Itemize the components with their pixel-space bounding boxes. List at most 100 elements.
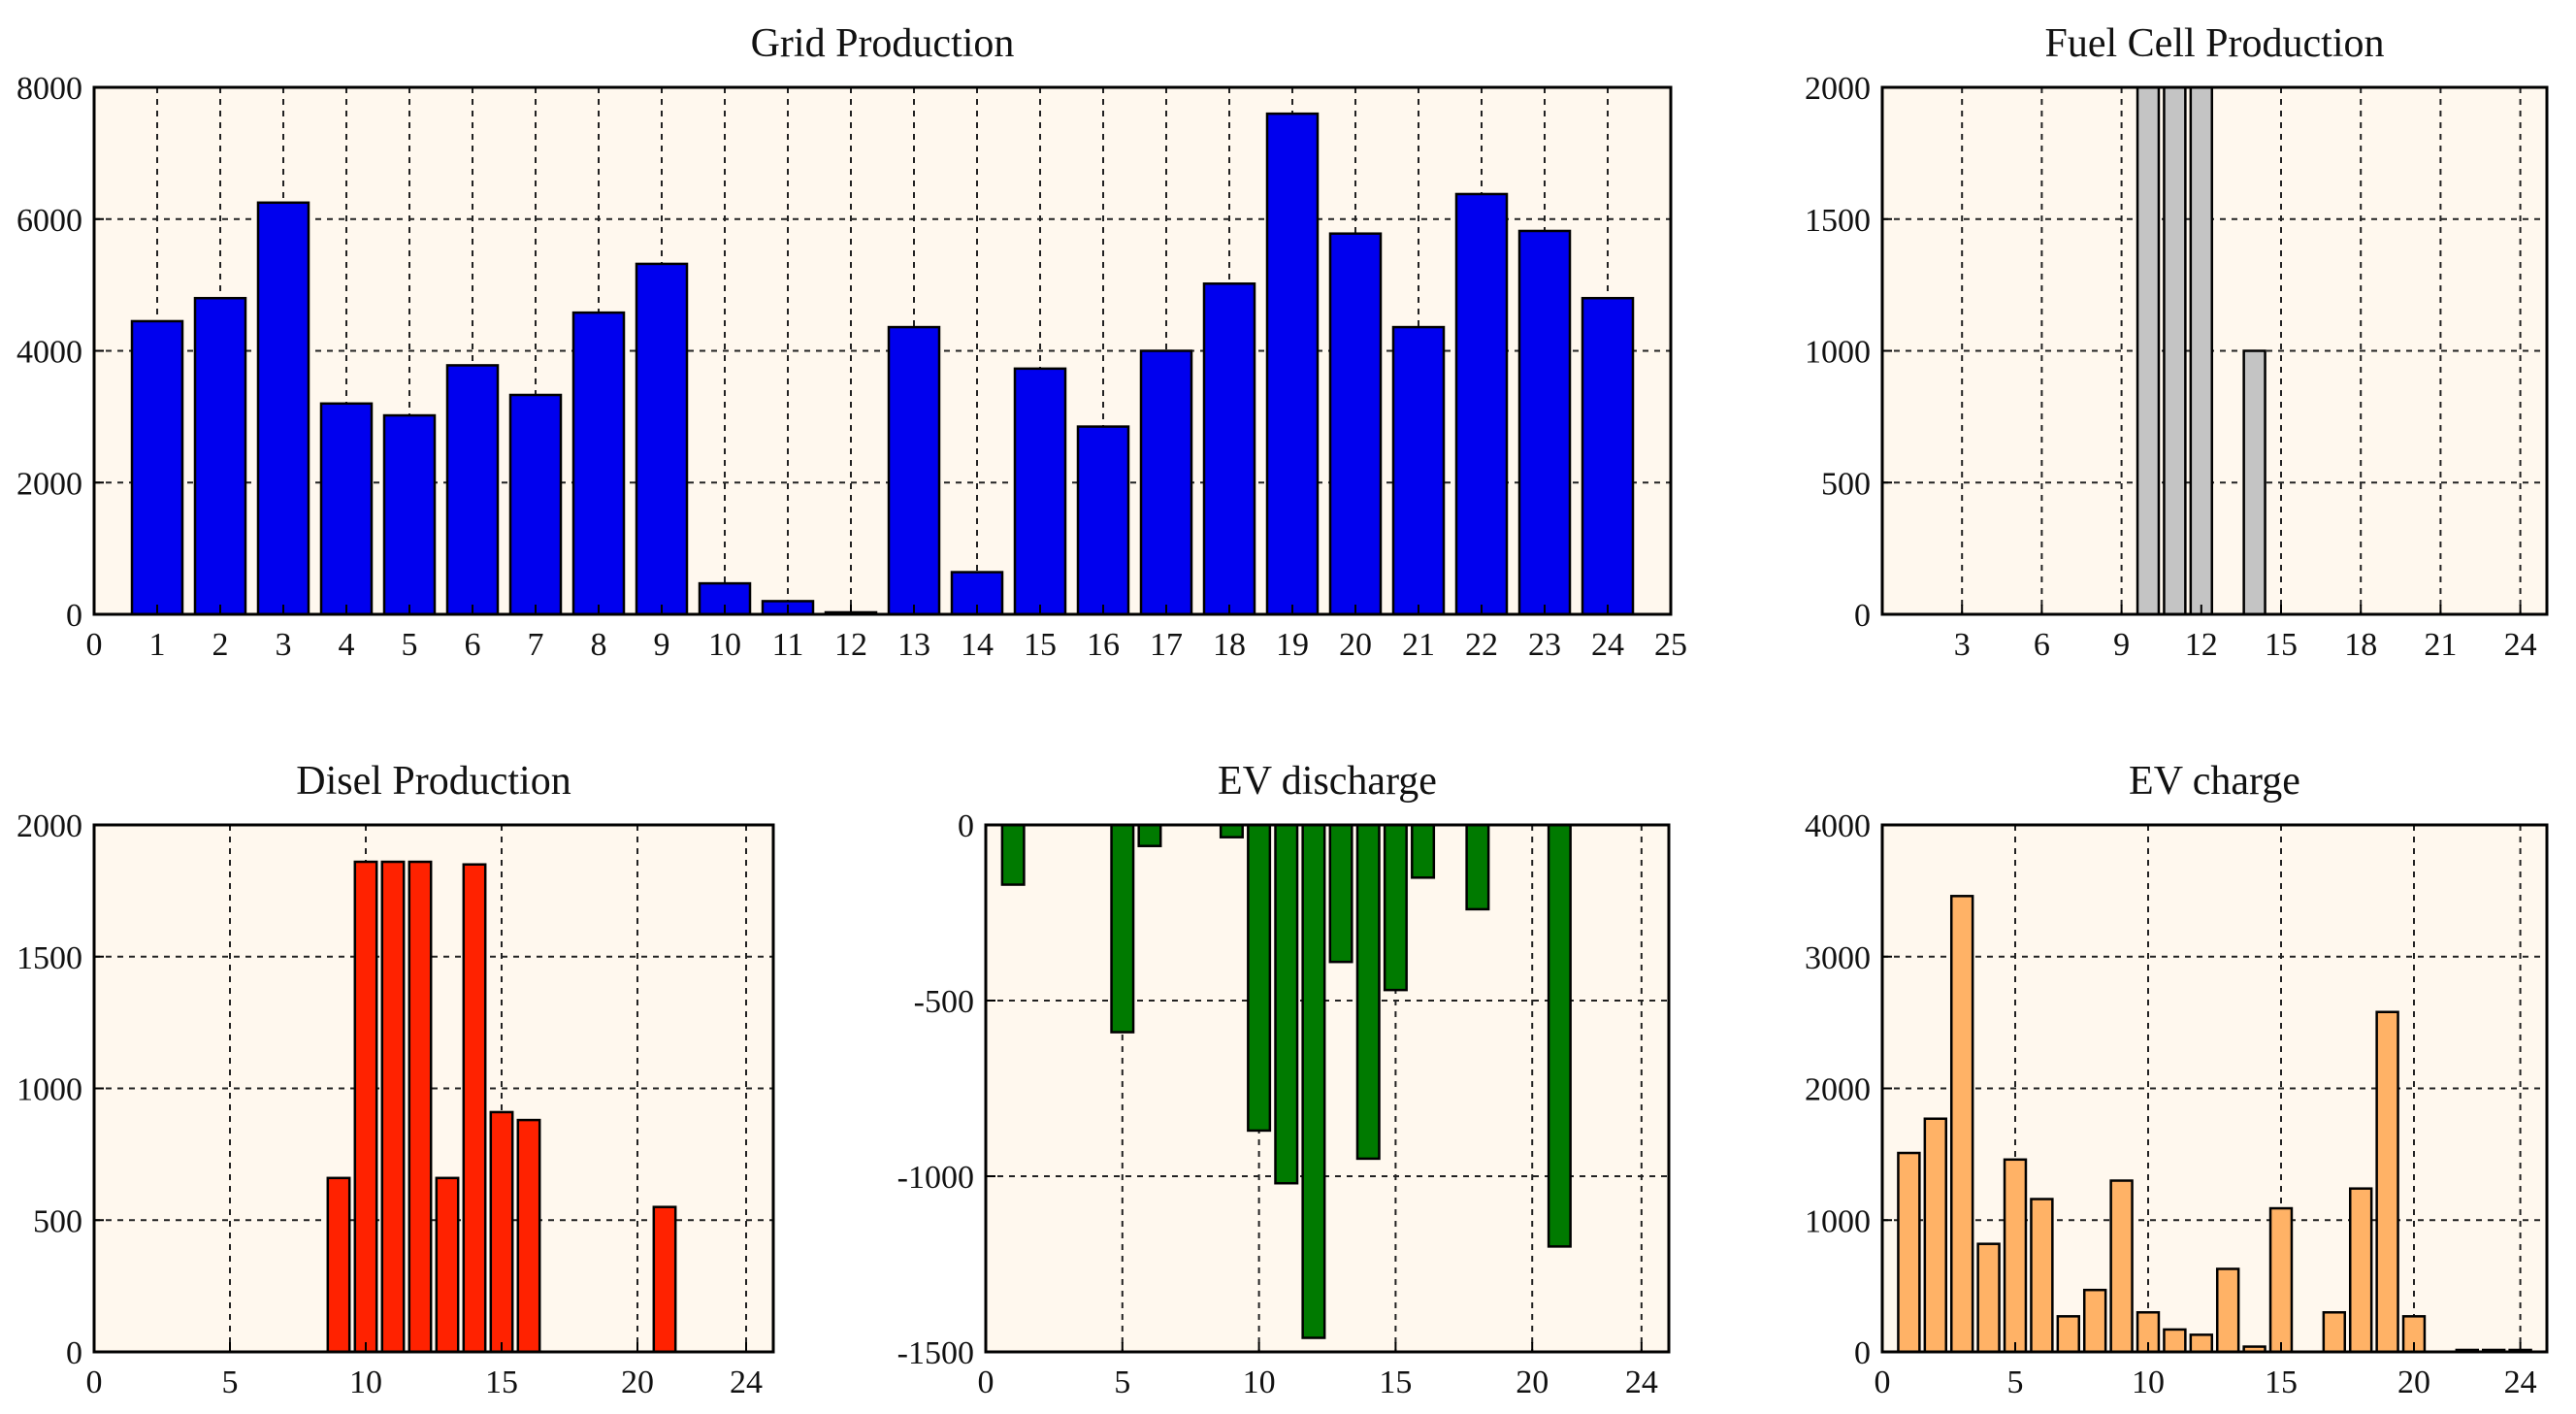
grid-bar-9 — [635, 262, 689, 616]
grid-x-tick-label: 7 — [528, 627, 544, 663]
diesel-y-tick-label: 500 — [33, 1203, 82, 1239]
grid-bar-22 — [1454, 192, 1509, 616]
evdischarge-x-tick-label: 24 — [1625, 1365, 1658, 1400]
evcharge-chart: 0 5 10 15 20 24 0 1000 2000 3000 4000 EV charge — [1805, 759, 2549, 1400]
diesel-x-tick-label: 0 — [86, 1365, 103, 1400]
grid-x-tick-label: 11 — [772, 627, 804, 663]
fuelcell-bar-12 — [2189, 85, 2214, 616]
grid-title: Grid Production — [751, 21, 1015, 66]
grid-bar-19 — [1265, 112, 1320, 616]
fuelcell-x-tick-label: 3 — [1954, 627, 1971, 663]
evcharge-bar-1 — [1897, 1151, 1921, 1354]
evcharge-bar-17 — [2322, 1311, 2347, 1354]
evcharge-bar-2 — [1923, 1117, 1948, 1354]
evcharge-x-tick-label: 15 — [2265, 1365, 2298, 1400]
evdischarge-chart: 0 5 10 15 20 24 -1500 -1000 -500 0 EV discharge — [897, 759, 1671, 1400]
grid-x-tick-label: 8 — [591, 627, 607, 663]
evdischarge-bar-10 — [1247, 823, 1272, 1133]
evcharge-bar-7 — [2056, 1315, 2081, 1354]
diesel-title: Disel Production — [296, 759, 571, 804]
grid-bar-7 — [508, 393, 563, 616]
evcharge-title: EV charge — [2129, 759, 2300, 804]
grid-x-tick-label: 9 — [654, 627, 670, 663]
grid-x-tick-label: 22 — [1465, 627, 1498, 663]
evdischarge-bar-15 — [1383, 823, 1408, 992]
diesel-bar-16 — [516, 1118, 541, 1354]
evcharge-y-tick-label: 3000 — [1805, 940, 1871, 976]
grid-x-tick-label: 25 — [1654, 627, 1687, 663]
grid-x-tick-label: 18 — [1213, 627, 1246, 663]
grid-bar-2 — [193, 296, 247, 616]
diesel-x-tick-label: 15 — [485, 1365, 518, 1400]
evdischarge-y-tick-label: -500 — [914, 984, 974, 1020]
grid-y-tick-label: 0 — [66, 598, 82, 634]
grid-x-tick-label: 0 — [86, 627, 103, 663]
grid-x-tick-label: 2 — [212, 627, 229, 663]
evcharge-x-tick-label: 20 — [2397, 1365, 2430, 1400]
diesel-bar-10 — [353, 860, 378, 1354]
grid-bar-3 — [256, 201, 310, 616]
evcharge-bar-15 — [2268, 1206, 2294, 1354]
diesel-x-tick-label: 5 — [222, 1365, 239, 1400]
grid-bar-17 — [1139, 349, 1193, 616]
grid-y-tick-label: 4000 — [16, 335, 82, 371]
fuelcell-title: Fuel Cell Production — [2045, 21, 2385, 66]
evcharge-bar-6 — [2030, 1198, 2054, 1354]
evcharge-bar-18 — [2348, 1187, 2373, 1354]
grid-bar-23 — [1517, 229, 1572, 616]
grid-bar-13 — [887, 325, 941, 616]
diesel-x-tick-label: 24 — [730, 1365, 763, 1400]
diesel-x-tick-label: 10 — [349, 1365, 382, 1400]
grid-x-tick-label: 3 — [276, 627, 292, 663]
grid-x-tick-label: 24 — [1591, 627, 1624, 663]
grid-x-tick-label: 1 — [149, 627, 166, 663]
grid-x-tick-label: 16 — [1087, 627, 1120, 663]
grid-x-tick-label: 14 — [961, 627, 994, 663]
diesel-y-tick-label: 2000 — [16, 808, 82, 844]
evcharge-x-tick-label: 24 — [2504, 1365, 2537, 1400]
diesel-y-tick-label: 1500 — [16, 940, 82, 976]
grid-x-tick-label: 23 — [1528, 627, 1561, 663]
grid-x-tick-label: 13 — [897, 627, 930, 663]
evdischarge-bar-11 — [1274, 823, 1299, 1185]
evdischarge-y-tick-label: -1000 — [897, 1160, 974, 1196]
grid-bar-5 — [382, 413, 437, 616]
grid-bar-18 — [1202, 282, 1256, 616]
grid-bar-24 — [1581, 296, 1635, 616]
evcharge-y-tick-label: 0 — [1854, 1335, 1871, 1371]
evdischarge-bar-9 — [1219, 823, 1244, 839]
diesel-bar-13 — [435, 1176, 460, 1354]
evcharge-bar-3 — [1949, 895, 1974, 1354]
fuelcell-chart: 3 6 9 12 15 18 21 24 0 500 1000 1500 2000 Fuel Cell P… — [1805, 21, 2549, 663]
evcharge-bar-12 — [2189, 1333, 2214, 1354]
fuelcell-y-tick-label: 0 — [1854, 598, 1871, 634]
grid-x-tick-label: 10 — [708, 627, 741, 663]
diesel-y-tick-label: 1000 — [16, 1072, 82, 1108]
grid-y-tick-label: 6000 — [16, 203, 82, 239]
diesel-bar-9 — [326, 1176, 351, 1354]
fuelcell-y-tick-label: 2000 — [1805, 71, 1871, 107]
grid-bar-8 — [571, 311, 626, 616]
diesel-bar-12 — [408, 860, 433, 1354]
fuelcell-x-tick-label: 21 — [2424, 627, 2457, 663]
evdischarge-bar-13 — [1328, 823, 1353, 964]
diesel-y-tick-label: 0 — [66, 1335, 82, 1371]
diesel-bar-11 — [380, 860, 406, 1354]
grid-bar-6 — [445, 364, 500, 616]
fuelcell-x-tick-label: 12 — [2185, 627, 2218, 663]
evdischarge-title: EV discharge — [1218, 759, 1437, 804]
grid-x-tick-label: 5 — [402, 627, 418, 663]
fuelcell-x-tick-label: 9 — [2113, 627, 2130, 663]
grid-x-tick-label: 15 — [1024, 627, 1057, 663]
grid-bar-4 — [319, 402, 374, 616]
evcharge-x-tick-label: 10 — [2132, 1365, 2165, 1400]
grid-x-tick-label: 19 — [1276, 627, 1309, 663]
evdischarge-bar-14 — [1355, 823, 1381, 1161]
evcharge-bar-11 — [2163, 1328, 2187, 1354]
fuelcell-y-tick-label: 500 — [1821, 466, 1871, 502]
fuelcell-bar-10 — [2136, 85, 2161, 616]
grid-x-tick-label: 20 — [1339, 627, 1372, 663]
diesel-bar-21 — [652, 1205, 677, 1354]
grid-x-tick-label: 12 — [834, 627, 867, 663]
